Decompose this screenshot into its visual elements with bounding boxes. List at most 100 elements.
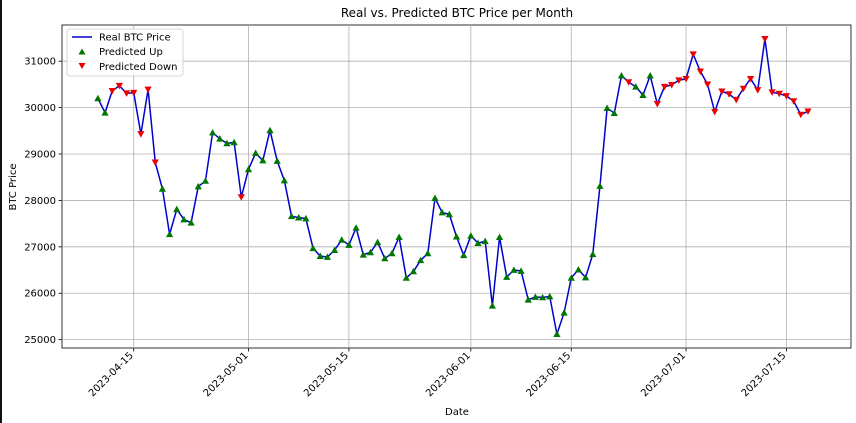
predicted-down-marker <box>660 83 669 91</box>
predicted-up-marker <box>582 273 590 281</box>
predicted-down-marker <box>804 108 812 115</box>
predicted-up-marker <box>252 149 260 156</box>
predicted-up-marker <box>194 182 202 190</box>
predicted-up-marker <box>165 230 174 238</box>
predicted-down-marker <box>625 79 633 86</box>
predicted-up-marker <box>330 246 339 253</box>
legend-label-down: Predicted Down <box>99 62 177 73</box>
predicted-up-marker <box>374 238 382 246</box>
x-tick-label: 2023-04-15 <box>87 350 136 399</box>
predicted-up-marker <box>266 126 274 134</box>
y-axis-label: BTC Price <box>8 164 19 211</box>
predicted-down-marker <box>122 90 131 97</box>
predicted-down-marker <box>746 75 755 83</box>
plot-area <box>61 24 852 349</box>
predicted-up-marker <box>309 244 317 252</box>
predicted-up-marker <box>610 109 618 117</box>
predicted-down-marker <box>137 131 145 138</box>
predicted-up-marker <box>589 250 597 258</box>
prediction-markers <box>94 36 812 337</box>
predicted-up-marker <box>646 71 654 79</box>
predicted-up-marker <box>273 157 281 164</box>
predicted-up-marker <box>538 293 547 301</box>
predicted-down-marker <box>144 86 152 94</box>
predicted-up-marker <box>503 273 511 280</box>
legend-label-real: Real BTC Price <box>99 33 171 44</box>
predicted-up-marker <box>438 208 446 216</box>
predicted-up-marker <box>94 94 102 102</box>
y-tick-label: 27000 <box>24 242 56 253</box>
predicted-down-marker <box>151 159 159 166</box>
predicted-down-marker <box>711 108 719 116</box>
predicted-down-marker <box>782 93 791 100</box>
y-tick-label: 29000 <box>24 150 56 161</box>
predicted-up-marker <box>546 292 554 300</box>
predicted-down-marker <box>790 98 798 105</box>
predicted-up-marker <box>359 251 367 258</box>
predicted-down-marker <box>682 75 690 83</box>
predicted-down-marker <box>768 89 776 96</box>
x-tick-label: 2023-07-15 <box>740 350 789 399</box>
predicted-down-marker <box>675 77 683 84</box>
predicted-up-marker <box>158 185 167 192</box>
predicted-up-marker <box>180 215 188 223</box>
predicted-up-marker <box>316 252 324 259</box>
predicted-up-marker <box>424 249 432 257</box>
predicted-up-marker <box>295 213 303 221</box>
predicted-up-marker <box>101 109 109 116</box>
predicted-up-marker <box>553 330 561 337</box>
y-axis: 25000 26000 27000 28000 29000 30000 31000 <box>24 57 62 346</box>
predicted-up-marker <box>467 232 475 239</box>
predicted-up-marker <box>495 233 504 240</box>
predicted-down-marker <box>653 101 661 108</box>
predicted-up-marker <box>445 210 453 218</box>
predicted-up-marker <box>567 274 575 281</box>
predicted-up-marker <box>617 71 626 79</box>
legend-swatch-up <box>78 48 86 55</box>
predicted-down-marker <box>703 81 712 89</box>
y-tick-label: 31000 <box>24 57 56 68</box>
predicted-down-marker <box>237 194 245 201</box>
predicted-up-marker <box>417 256 425 264</box>
predicted-down-marker <box>108 88 116 95</box>
predicted-up-marker <box>510 266 518 273</box>
x-tick-label: 2023-05-15 <box>302 350 351 399</box>
y-tick-label: 30000 <box>24 103 56 114</box>
predicted-up-marker <box>632 83 640 90</box>
predicted-up-marker <box>216 135 224 142</box>
predicted-up-marker <box>431 194 439 201</box>
legend-swatch-down <box>78 63 86 69</box>
predicted-up-marker <box>603 104 611 111</box>
legend-box <box>66 28 184 77</box>
predicted-up-marker <box>460 251 468 259</box>
x-tick-label: 2023-05-01 <box>202 350 251 399</box>
predicted-down-marker <box>115 82 123 90</box>
predicted-up-marker <box>639 91 647 98</box>
predicted-down-marker <box>732 96 740 104</box>
predicted-down-marker <box>775 90 783 98</box>
predicted-up-marker <box>402 274 410 281</box>
x-axis: 2023-04-15 2023-05-01 2023-05-15 2023-06-01… <box>87 348 789 399</box>
window-edge <box>0 0 2 423</box>
predicted-up-marker <box>259 156 267 164</box>
predicted-up-marker <box>173 205 181 213</box>
y-tick-label: 26000 <box>24 289 56 300</box>
predicted-up-marker <box>474 239 482 246</box>
predicted-up-marker <box>381 254 389 262</box>
predicted-down-marker <box>668 81 676 89</box>
predicted-up-marker <box>366 248 375 256</box>
predicted-up-marker <box>452 233 461 240</box>
predicted-down-marker <box>718 88 726 95</box>
predicted-up-marker <box>338 236 346 243</box>
predicted-up-marker <box>209 129 217 136</box>
predicted-up-marker <box>187 219 195 226</box>
predicted-up-marker <box>531 293 539 300</box>
predicted-down-marker <box>754 87 762 94</box>
predicted-up-marker <box>517 267 525 274</box>
legend-label-up: Predicted Up <box>99 47 163 58</box>
predicted-up-marker <box>481 237 489 245</box>
predicted-up-marker <box>574 265 583 273</box>
predicted-down-marker <box>696 68 704 76</box>
predicted-down-marker <box>725 91 733 98</box>
